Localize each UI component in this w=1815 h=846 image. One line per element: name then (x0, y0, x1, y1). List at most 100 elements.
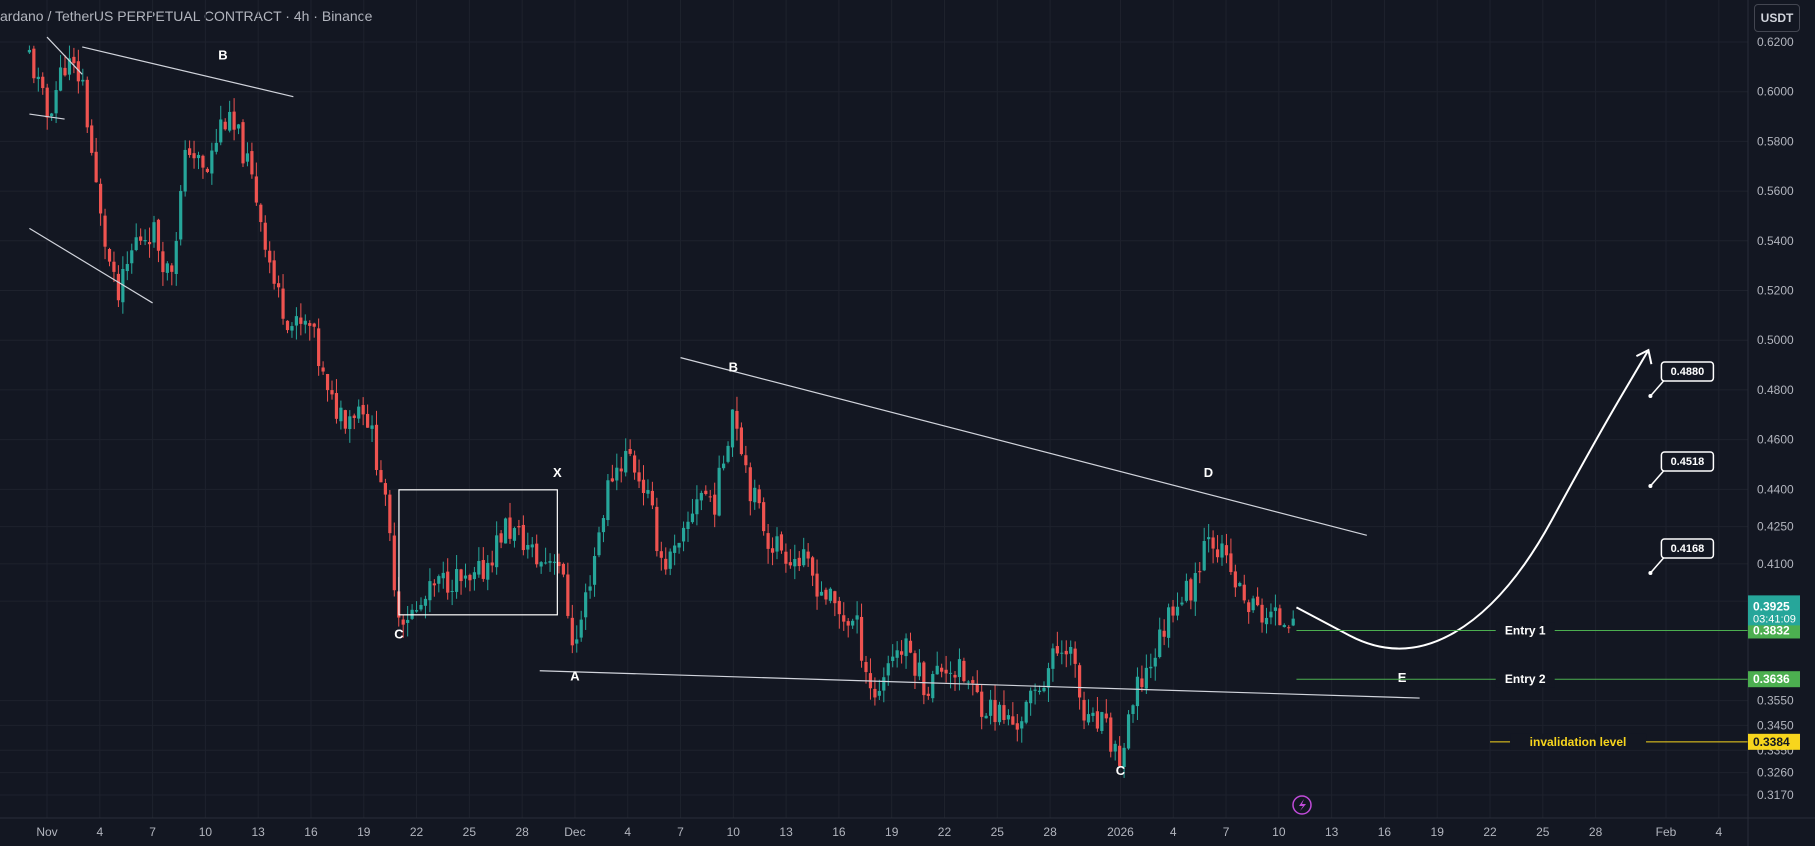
target-pointer (1649, 379, 1665, 397)
current-price-text: 0.3925 (1753, 599, 1790, 613)
candle-body (842, 615, 846, 622)
candle-body (210, 150, 214, 174)
candle-body (824, 589, 828, 600)
price-tick-label: 0.5400 (1757, 234, 1794, 248)
candle-body (103, 215, 107, 247)
candle-body (143, 240, 147, 242)
time-axis: Nov 4 7 10 13 16 19 22 25 28 Dec 4 7 10 13 16 19 22 25 28 20… (0, 817, 1815, 839)
candle-body (250, 151, 254, 175)
candle-body (308, 323, 312, 326)
candle-body (303, 320, 307, 325)
candle-body (739, 427, 744, 455)
wave-label: B (729, 359, 738, 374)
candle-body (699, 492, 703, 501)
candle-body (156, 219, 161, 251)
trendline-early-upper (82, 46, 294, 98)
wave-label: E (1398, 670, 1407, 685)
candle-body (94, 151, 98, 183)
candle-body (748, 467, 752, 502)
candle-body (588, 586, 592, 591)
candle-body (1118, 745, 1122, 766)
candle-body (882, 677, 886, 691)
candle-body (1002, 705, 1006, 720)
candle-body (971, 680, 975, 684)
candle-body (980, 691, 984, 717)
candle-body (717, 467, 721, 516)
candle-body (36, 76, 40, 80)
candle-body (455, 569, 459, 592)
candle-body (112, 261, 116, 272)
level-label-bg (1495, 671, 1555, 688)
candle-body (1082, 699, 1086, 721)
candle-body (646, 490, 650, 494)
candle-body (668, 551, 672, 569)
candle-body (570, 617, 574, 646)
symbol-title: ardano / TetherUS PERPETUAL CONTRACT · 4… (0, 8, 373, 24)
level-price-tag (1748, 733, 1800, 750)
candle-body (908, 640, 913, 653)
candle-body (606, 480, 610, 521)
currency-button[interactable]: USDT (1754, 4, 1800, 32)
candle-body (290, 326, 294, 331)
candle-body (459, 569, 463, 582)
time-tick-label: 4 (1170, 825, 1177, 839)
candle-body (637, 472, 641, 482)
candle-body (877, 690, 881, 696)
candle-body (343, 410, 347, 429)
wave-label: A (570, 669, 580, 684)
current-price-tag (1748, 595, 1800, 626)
trendline-lower-descending (539, 670, 1420, 699)
candle-body (966, 681, 970, 683)
candle-body (165, 263, 169, 273)
candle-body (490, 562, 494, 566)
candle-body (713, 494, 717, 515)
candle-body (819, 591, 824, 596)
candle-body (294, 316, 299, 326)
time-tick-label: 16 (1378, 825, 1392, 839)
time-tick-label: 10 (727, 825, 741, 839)
candle-body (263, 222, 267, 250)
candle-body (503, 518, 508, 544)
candle-body (615, 467, 619, 481)
candle-body (179, 190, 183, 240)
candle-body (539, 562, 543, 567)
candle-body (81, 79, 85, 82)
price-tick-label: 0.4600 (1757, 433, 1794, 447)
candle-body (1078, 665, 1082, 698)
wave-label: D (1204, 465, 1213, 480)
candle-body (1202, 540, 1206, 571)
time-tick-label: 2026 (1107, 825, 1134, 839)
candle-body (806, 551, 810, 559)
candle-body (1015, 723, 1019, 730)
candle-body (1215, 549, 1220, 558)
time-tick-label: 25 (991, 825, 1005, 839)
candle-body (1149, 666, 1153, 669)
candle-body (744, 455, 748, 466)
candle-body (41, 76, 45, 89)
candle-body (1029, 690, 1033, 704)
candle-body (788, 562, 792, 566)
time-tick-label: 10 (199, 825, 213, 839)
candle-body (757, 489, 761, 504)
flash-icon[interactable] (1292, 795, 1312, 815)
candle-body (1189, 579, 1193, 601)
candle-body (784, 551, 788, 564)
candle-body (116, 273, 121, 301)
candle-body (859, 616, 864, 661)
time-tick-label: 28 (1589, 825, 1603, 839)
candle-body (957, 659, 962, 678)
candle-body (1024, 701, 1028, 723)
candle-body (188, 148, 192, 156)
level-label: Entry 1 (1505, 623, 1546, 637)
candle-body (521, 524, 525, 551)
candle-body (1291, 618, 1295, 626)
candle-body (32, 48, 36, 79)
candle-body (1242, 584, 1246, 601)
candle-body (517, 526, 521, 528)
price-tick-label: 0.3170 (1757, 788, 1794, 802)
candle-body (526, 544, 530, 550)
candle-body (1046, 668, 1051, 688)
drawings: B C X A B D E C Entry 1 Entry 2 invalidation level… (29, 36, 1748, 778)
candle-body (1184, 580, 1189, 601)
